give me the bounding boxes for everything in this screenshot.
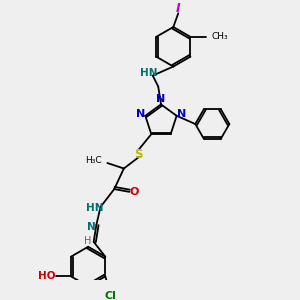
Text: HN: HN [86,203,103,213]
Text: CH₃: CH₃ [212,32,229,41]
Text: N: N [177,110,186,119]
Text: HO: HO [38,271,56,281]
Text: N: N [86,222,95,232]
Text: O: O [130,187,139,197]
Text: H₃C: H₃C [85,156,101,165]
Text: S: S [134,148,142,161]
Text: Cl: Cl [104,291,116,300]
Text: N: N [136,110,145,119]
Text: N: N [156,94,166,104]
Text: H: H [84,236,91,246]
Text: HN: HN [140,68,158,78]
Text: I: I [176,2,181,15]
